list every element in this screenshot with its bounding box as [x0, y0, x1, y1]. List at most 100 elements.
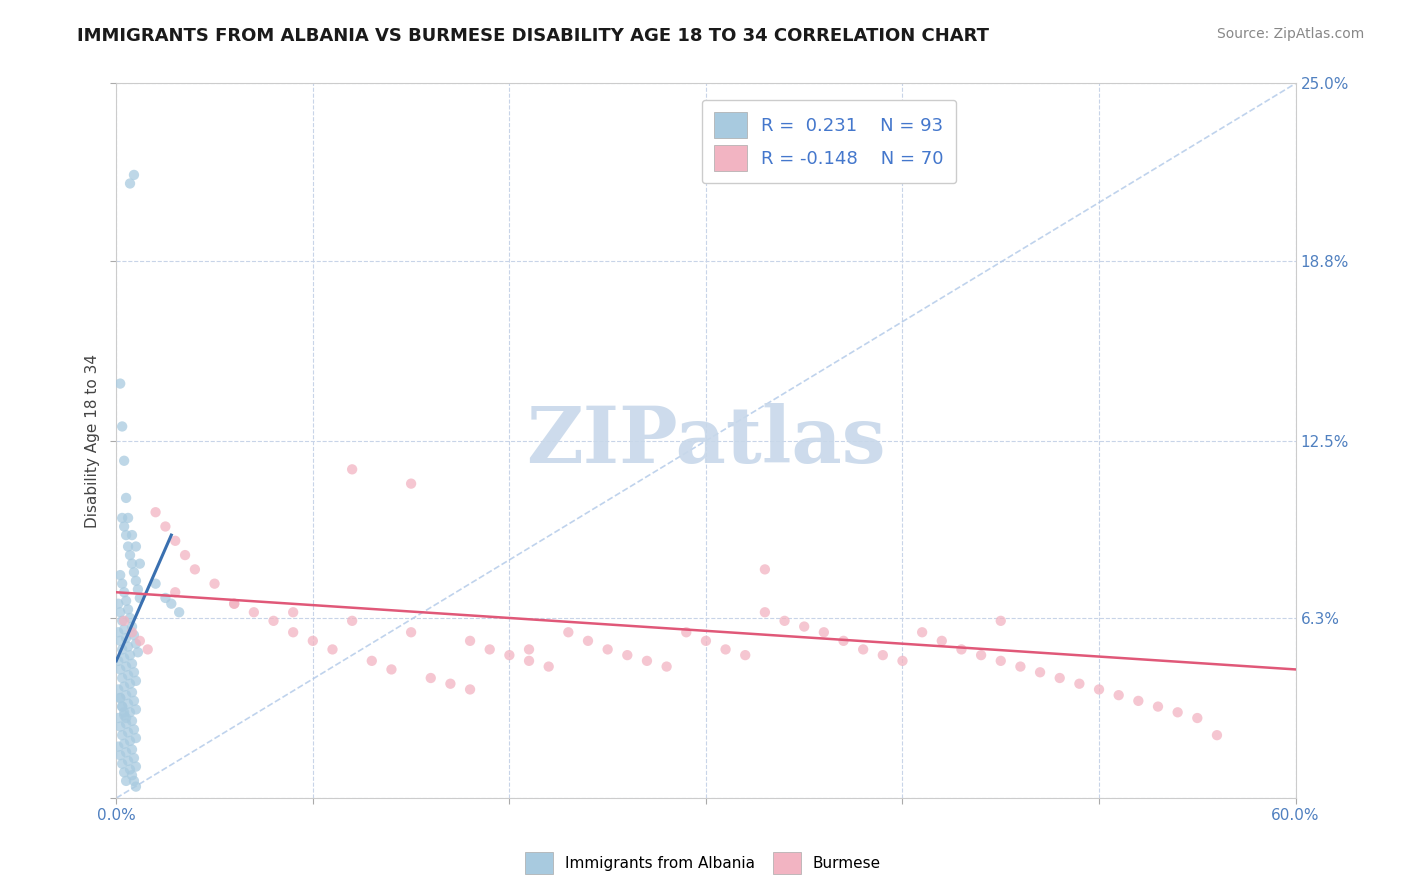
- Point: [115, 745, 138, 759]
- Point: [108, 691, 131, 706]
- Y-axis label: Disability Age 18 to 34: Disability Age 18 to 34: [86, 354, 100, 528]
- Point: [118, 706, 141, 720]
- Point: [118, 677, 141, 691]
- Point: [108, 691, 131, 706]
- Point: [122, 723, 145, 737]
- Point: [112, 708, 135, 723]
- Point: [517, 654, 540, 668]
- Point: [117, 668, 139, 682]
- Point: [754, 562, 776, 576]
- Point: [263, 614, 285, 628]
- Point: [118, 734, 141, 748]
- Point: [340, 462, 363, 476]
- Point: [301, 633, 323, 648]
- Point: [1029, 665, 1052, 680]
- Point: [576, 633, 599, 648]
- Point: [1049, 671, 1071, 685]
- Point: [121, 714, 143, 728]
- Text: ZIPatlas: ZIPatlas: [526, 403, 886, 479]
- Point: [112, 585, 135, 599]
- Point: [793, 619, 815, 633]
- Point: [399, 625, 422, 640]
- Point: [118, 763, 141, 777]
- Point: [112, 651, 135, 665]
- Point: [340, 614, 363, 628]
- Point: [107, 711, 129, 725]
- Point: [121, 657, 143, 671]
- Point: [950, 642, 973, 657]
- Point: [117, 602, 139, 616]
- Point: [115, 491, 138, 505]
- Point: [122, 773, 145, 788]
- Point: [112, 706, 135, 720]
- Point: [174, 548, 197, 562]
- Point: [108, 662, 131, 676]
- Point: [360, 654, 382, 668]
- Point: [184, 562, 207, 576]
- Point: [107, 625, 129, 640]
- Point: [121, 768, 143, 782]
- Point: [127, 645, 149, 659]
- Point: [117, 640, 139, 654]
- Point: [990, 654, 1012, 668]
- Point: [517, 642, 540, 657]
- Point: [117, 697, 139, 711]
- Point: [655, 659, 678, 673]
- Point: [117, 511, 139, 525]
- Point: [112, 765, 135, 780]
- Point: [111, 728, 134, 742]
- Point: [224, 597, 246, 611]
- Point: [107, 739, 129, 754]
- Legend: Immigrants from Albania, Burmese: Immigrants from Albania, Burmese: [519, 846, 887, 880]
- Point: [112, 623, 135, 637]
- Point: [108, 376, 131, 391]
- Point: [111, 756, 134, 771]
- Point: [121, 685, 143, 699]
- Point: [112, 737, 135, 751]
- Point: [498, 648, 520, 662]
- Point: [115, 711, 138, 725]
- Point: [458, 633, 481, 648]
- Point: [675, 625, 697, 640]
- Point: [125, 731, 148, 745]
- Point: [117, 540, 139, 554]
- Point: [557, 625, 579, 640]
- Point: [243, 605, 266, 619]
- Point: [122, 168, 145, 182]
- Point: [321, 642, 343, 657]
- Point: [108, 720, 131, 734]
- Point: [125, 780, 148, 794]
- Point: [165, 533, 187, 548]
- Point: [125, 637, 148, 651]
- Point: [111, 671, 134, 685]
- Point: [1069, 677, 1091, 691]
- Point: [111, 699, 134, 714]
- Point: [112, 614, 135, 628]
- Point: [115, 659, 138, 673]
- Point: [108, 748, 131, 763]
- Point: [165, 585, 187, 599]
- Point: [122, 628, 145, 642]
- Point: [1010, 659, 1032, 673]
- Point: [107, 597, 129, 611]
- Point: [155, 591, 177, 605]
- Point: [108, 605, 131, 619]
- Point: [283, 605, 305, 619]
- Point: [1108, 688, 1130, 702]
- Point: [111, 699, 134, 714]
- Point: [145, 505, 167, 519]
- Point: [970, 648, 993, 662]
- Point: [125, 759, 148, 773]
- Point: [990, 614, 1012, 628]
- Point: [121, 742, 143, 756]
- Point: [911, 625, 934, 640]
- Point: [832, 633, 855, 648]
- Point: [714, 642, 737, 657]
- Point: [115, 716, 138, 731]
- Point: [108, 633, 131, 648]
- Point: [115, 688, 138, 702]
- Point: [121, 557, 143, 571]
- Point: [616, 648, 638, 662]
- Point: [115, 594, 138, 608]
- Point: [127, 582, 149, 597]
